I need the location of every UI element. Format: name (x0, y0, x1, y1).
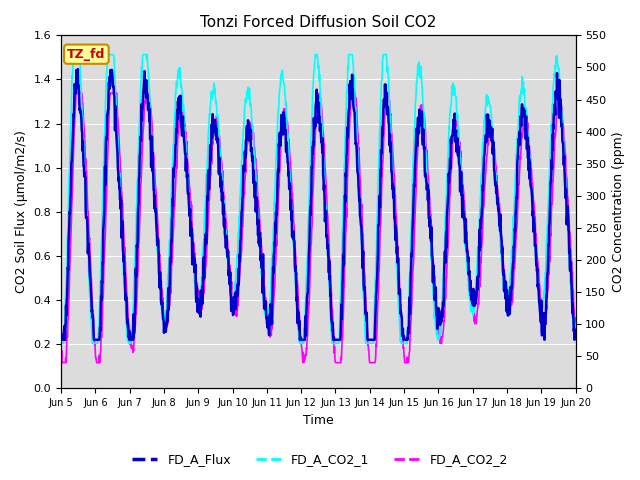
X-axis label: Time: Time (303, 414, 333, 427)
Y-axis label: CO2 Soil Flux (μmol/m2/s): CO2 Soil Flux (μmol/m2/s) (15, 131, 28, 293)
Y-axis label: CO2 Concentration (ppm): CO2 Concentration (ppm) (612, 132, 625, 292)
Legend: FD_A_Flux, FD_A_CO2_1, FD_A_CO2_2: FD_A_Flux, FD_A_CO2_1, FD_A_CO2_2 (127, 448, 513, 471)
Text: TZ_fd: TZ_fd (67, 48, 106, 60)
Title: Tonzi Forced Diffusion Soil CO2: Tonzi Forced Diffusion Soil CO2 (200, 15, 436, 30)
